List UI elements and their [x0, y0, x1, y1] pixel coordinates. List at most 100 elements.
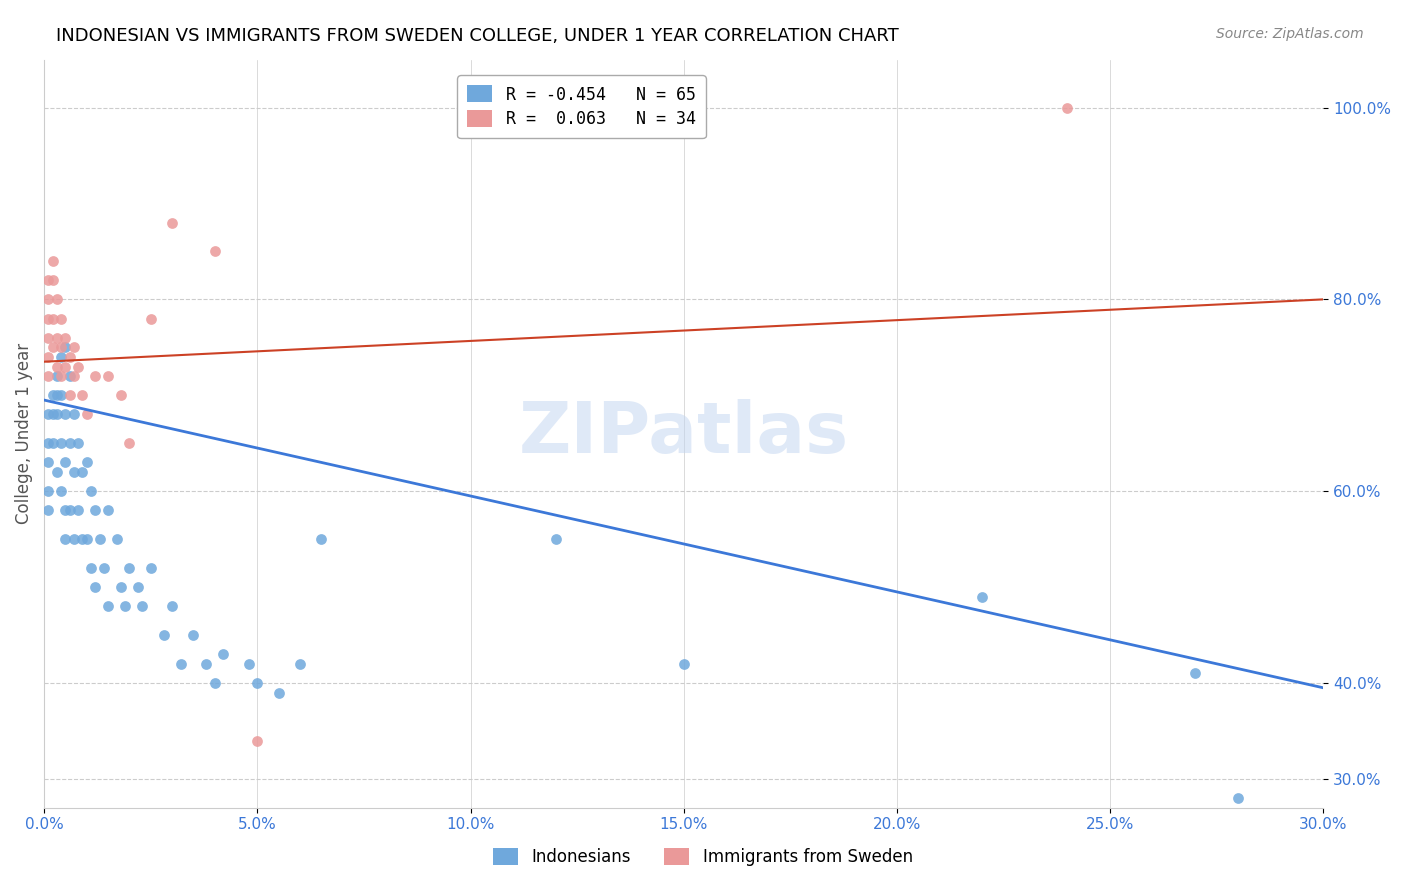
Point: [97, 369, 120, 384]
Point: [118, 436, 141, 450]
Point: [45, 465, 67, 479]
Point: [110, 580, 132, 594]
Point: [195, 657, 218, 671]
Point: [76, 532, 98, 546]
Point: [59, 503, 82, 517]
Point: [41, 311, 63, 326]
Point: [204, 676, 226, 690]
Point: [84, 503, 107, 517]
Y-axis label: College, Under 1 year: College, Under 1 year: [15, 343, 32, 524]
Point: [41, 436, 63, 450]
Point: [63, 532, 86, 546]
Point: [37, 436, 59, 450]
Point: [288, 657, 311, 671]
Point: [55, 503, 77, 517]
Text: Source: ZipAtlas.com: Source: ZipAtlas.com: [1216, 27, 1364, 41]
Point: [160, 216, 183, 230]
Point: [544, 532, 567, 546]
Point: [55, 408, 77, 422]
Point: [45, 408, 67, 422]
Point: [63, 369, 86, 384]
Point: [89, 532, 111, 546]
Point: [72, 465, 94, 479]
Point: [41, 254, 63, 268]
Point: [183, 628, 205, 642]
Point: [63, 340, 86, 354]
Point: [1227, 791, 1250, 805]
Point: [51, 340, 73, 354]
Point: [67, 503, 90, 517]
Point: [84, 580, 107, 594]
Point: [139, 561, 162, 575]
Point: [63, 408, 86, 422]
Point: [212, 647, 235, 661]
Point: [37, 331, 59, 345]
Point: [51, 436, 73, 450]
Point: [672, 657, 695, 671]
Point: [67, 359, 90, 374]
Point: [37, 408, 59, 422]
Point: [72, 532, 94, 546]
Point: [114, 599, 136, 614]
Point: [37, 350, 59, 364]
Point: [51, 484, 73, 499]
Point: [246, 676, 269, 690]
Legend: R = -0.454   N = 65, R =  0.063   N = 34: R = -0.454 N = 65, R = 0.063 N = 34: [457, 76, 706, 138]
Point: [59, 350, 82, 364]
Point: [93, 561, 115, 575]
Point: [41, 273, 63, 287]
Point: [67, 436, 90, 450]
Point: [204, 244, 226, 259]
Point: [246, 733, 269, 747]
Point: [59, 436, 82, 450]
Point: [37, 503, 59, 517]
Point: [169, 657, 191, 671]
Point: [63, 465, 86, 479]
Text: ZIPatlas: ZIPatlas: [519, 399, 849, 468]
Point: [72, 388, 94, 402]
Point: [41, 408, 63, 422]
Point: [55, 455, 77, 469]
Point: [267, 685, 290, 699]
Point: [45, 369, 67, 384]
Point: [41, 340, 63, 354]
Point: [238, 657, 260, 671]
Point: [1184, 666, 1206, 681]
Point: [105, 532, 128, 546]
Point: [97, 599, 120, 614]
Point: [160, 599, 183, 614]
Point: [131, 599, 153, 614]
Point: [59, 369, 82, 384]
Point: [76, 455, 98, 469]
Point: [80, 561, 103, 575]
Legend: Indonesians, Immigrants from Sweden: Indonesians, Immigrants from Sweden: [485, 840, 921, 875]
Point: [37, 369, 59, 384]
Point: [51, 369, 73, 384]
Point: [55, 340, 77, 354]
Point: [51, 311, 73, 326]
Point: [1056, 101, 1078, 115]
Point: [37, 293, 59, 307]
Point: [51, 350, 73, 364]
Point: [45, 388, 67, 402]
Point: [55, 532, 77, 546]
Point: [972, 590, 994, 604]
Point: [45, 293, 67, 307]
Point: [309, 532, 332, 546]
Point: [37, 455, 59, 469]
Point: [97, 503, 120, 517]
Point: [127, 580, 149, 594]
Point: [118, 561, 141, 575]
Point: [110, 388, 132, 402]
Point: [139, 311, 162, 326]
Point: [51, 388, 73, 402]
Point: [84, 369, 107, 384]
Point: [45, 331, 67, 345]
Point: [59, 388, 82, 402]
Point: [41, 388, 63, 402]
Point: [55, 331, 77, 345]
Point: [55, 359, 77, 374]
Point: [37, 484, 59, 499]
Point: [76, 408, 98, 422]
Text: INDONESIAN VS IMMIGRANTS FROM SWEDEN COLLEGE, UNDER 1 YEAR CORRELATION CHART: INDONESIAN VS IMMIGRANTS FROM SWEDEN COL…: [56, 27, 898, 45]
